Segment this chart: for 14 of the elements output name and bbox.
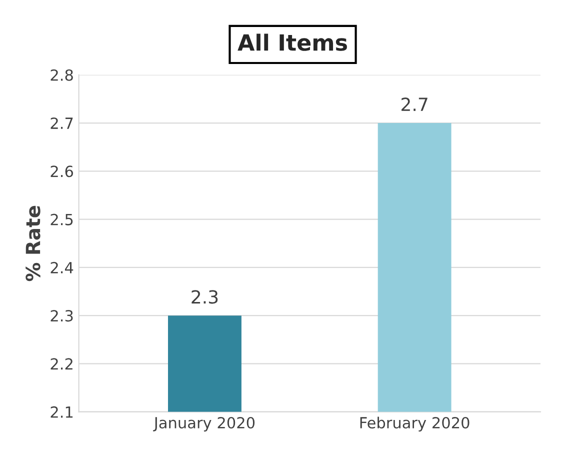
y-tick-label: 2.7 (50, 117, 73, 129)
y-axis-title: % Rate (26, 206, 40, 282)
x-tick-label: January 2020 (153, 416, 255, 432)
y-tick-label: 2.4 (50, 262, 74, 274)
data-label: 2.7 (402, 98, 428, 111)
x-tick-label: February 2020 (360, 416, 470, 432)
y-tick-label: 2.8 (50, 69, 73, 81)
data-label: 2.3 (192, 290, 218, 304)
y-tick-label: 2.1 (50, 406, 73, 418)
chart-title: All Items (238, 34, 347, 51)
y-tick-label: 2.2 (50, 358, 72, 370)
y-tick-label: 2.6 (50, 166, 73, 178)
y-tick-label: 2.3 (50, 310, 73, 322)
y-tick-label: 2.5 (50, 214, 73, 226)
